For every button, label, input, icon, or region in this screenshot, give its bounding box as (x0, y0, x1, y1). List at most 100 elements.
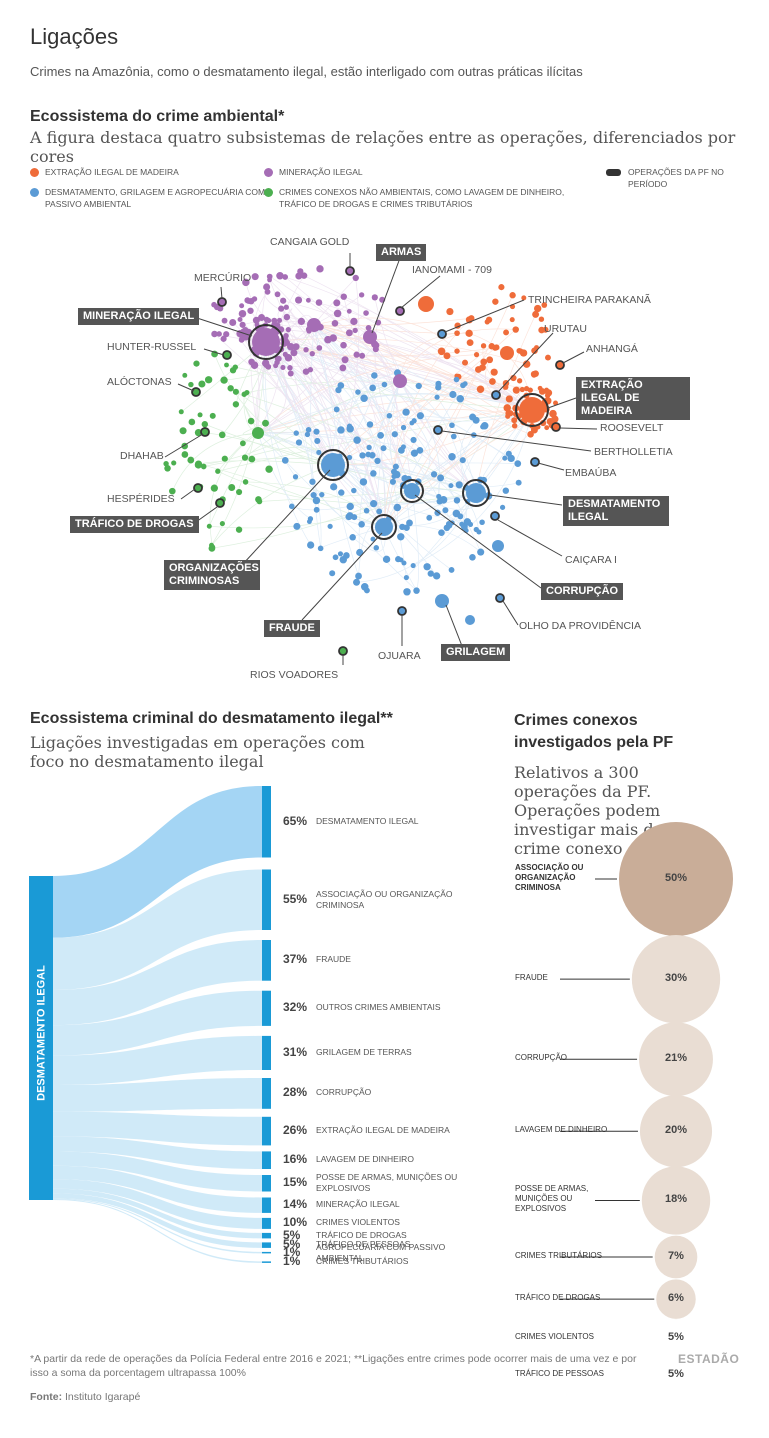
flow-band (53, 1193, 262, 1248)
network-node (276, 271, 284, 280)
network-node (211, 301, 217, 308)
network-node (229, 367, 237, 374)
network-edge (318, 302, 533, 411)
network-edge (257, 432, 311, 520)
network-node (434, 394, 440, 400)
network-node (492, 298, 499, 305)
network-hub (418, 296, 434, 312)
operation-node (433, 425, 443, 435)
operation-node (345, 266, 355, 276)
bubble (656, 1279, 696, 1319)
network-edge (269, 279, 413, 492)
network-edge (313, 324, 510, 400)
network-node (181, 451, 189, 458)
network-node (293, 522, 301, 530)
network-node (339, 555, 347, 564)
flow-target-bar (262, 1251, 271, 1254)
bubble-pct: 5% (668, 1330, 684, 1343)
network-node (331, 319, 339, 327)
network-node (507, 454, 515, 463)
network-node (479, 364, 486, 371)
network-node (401, 560, 407, 566)
legend-item-desmatamento: Desmatamento, grilagem e agropecuária co… (30, 186, 267, 210)
network-node (373, 545, 380, 551)
bubbles-title: Crimes conexos investigados pela PF (514, 712, 674, 751)
network-node (370, 536, 376, 542)
operation-node (193, 483, 203, 493)
network-node (459, 457, 466, 464)
operation-node (222, 350, 232, 360)
network-node (338, 489, 345, 496)
network-edge (217, 409, 533, 472)
network-edge (226, 364, 533, 411)
network-hub (519, 397, 545, 423)
flow-label: Extração ilegal de madeira (316, 1125, 450, 1136)
network-node (283, 333, 289, 339)
network-node (224, 362, 229, 368)
network-node (445, 521, 452, 527)
network-node (476, 385, 485, 393)
network-edge (313, 324, 506, 388)
network-edge (265, 341, 512, 459)
network-node (549, 409, 557, 418)
network-node (514, 460, 522, 467)
operation-ring (400, 479, 424, 503)
bubble (654, 1235, 698, 1279)
network-node (280, 364, 286, 371)
network-edge (257, 431, 420, 451)
network-node (393, 503, 402, 512)
network-node (206, 523, 212, 529)
network-node (258, 314, 266, 322)
network-node (370, 470, 377, 477)
network-node (450, 433, 457, 440)
network-edge (308, 299, 533, 411)
label-rios-voadores: Rios Voadores (250, 669, 339, 681)
network-edge (413, 409, 533, 566)
network-node (406, 519, 413, 527)
network-node (266, 273, 273, 280)
operation-node (397, 606, 407, 616)
box-fraude: Fraude (264, 620, 320, 637)
network-node (315, 299, 323, 306)
network-node (305, 297, 311, 303)
network-node (448, 483, 454, 489)
flow-band (53, 1199, 262, 1263)
flow-source-label: Desmatamento ilegal (35, 965, 48, 1101)
bubble-pct: 20% (664, 1124, 688, 1137)
network-edge (332, 345, 492, 466)
network-node (314, 437, 321, 444)
network-node (358, 520, 365, 528)
network-node (282, 351, 288, 358)
network-node (460, 382, 466, 389)
network-node (532, 310, 540, 318)
flow-pct: 16% (283, 1152, 308, 1167)
network-node (210, 484, 218, 492)
network-edge (313, 324, 417, 591)
operation-node (551, 422, 561, 432)
bubble-pct: 18% (664, 1193, 688, 1206)
network-node (468, 315, 475, 322)
network-node (485, 316, 493, 323)
network-hub (492, 540, 504, 552)
network-edge (313, 324, 407, 578)
source-line: Fonte: Instituto Igarapé (30, 1390, 140, 1404)
network-edge (209, 432, 259, 548)
network-node (324, 335, 332, 344)
flow-band (53, 1165, 262, 1213)
network-edge (279, 275, 533, 411)
network-node (521, 295, 527, 301)
network-edge (254, 364, 533, 411)
flow-band (53, 1136, 262, 1169)
network-node (515, 479, 522, 486)
bubble (641, 1166, 711, 1235)
purple-dot-icon (264, 168, 273, 178)
network-edge (399, 380, 440, 497)
network-node (278, 305, 285, 312)
network-node (372, 346, 379, 353)
network-node (340, 293, 347, 300)
leader-line (414, 494, 542, 589)
network-node (200, 463, 207, 470)
operation-node (191, 387, 201, 397)
leader-line (180, 488, 196, 500)
flow-target-bar (262, 1151, 271, 1169)
